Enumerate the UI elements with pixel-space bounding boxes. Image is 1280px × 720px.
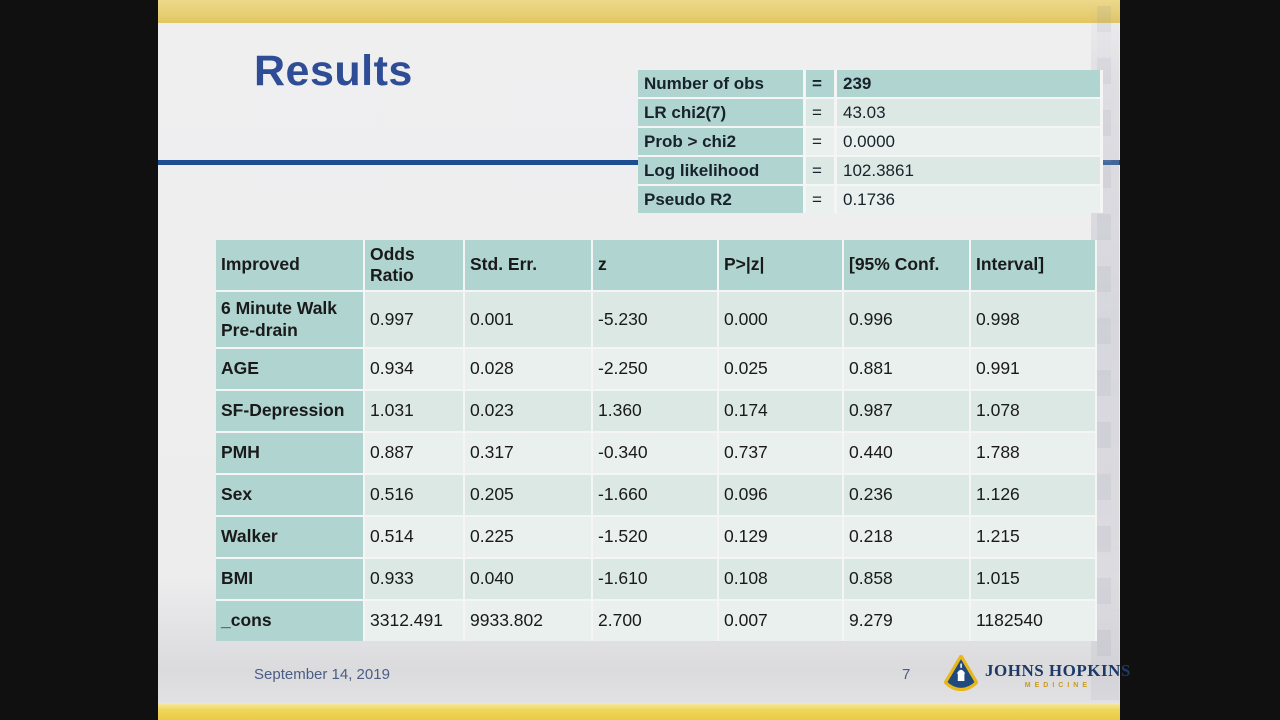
table-cell: -2.250	[593, 349, 717, 389]
table-cell: 0.025	[719, 349, 842, 389]
regression-results-table: Improved Odds Ratio Std. Err. z P>|z| [9…	[216, 240, 1097, 641]
table-cell: 0.205	[465, 475, 591, 515]
table-cell: 0.998	[971, 292, 1095, 347]
row-label: BMI	[216, 559, 363, 599]
table-cell: 0.108	[719, 559, 842, 599]
table-cell: 0.996	[844, 292, 969, 347]
model-stats-table: Number of obs = 239 LR chi2(7) = 43.03 P…	[638, 70, 1103, 213]
row-label: Sex	[216, 475, 363, 515]
table-cell: -0.340	[593, 433, 717, 473]
table-cell: 0.440	[844, 433, 969, 473]
table-cell: 2.700	[593, 601, 717, 641]
table-cell: 0.514	[365, 517, 463, 557]
stats-value: 239	[837, 70, 1100, 97]
table-header-cell: P>|z|	[719, 240, 842, 290]
table-cell: 1.078	[971, 391, 1095, 431]
page-title: Results	[254, 47, 413, 95]
stats-label: Pseudo R2	[638, 186, 803, 213]
row-label: AGE	[216, 349, 363, 389]
table-cell: 0.317	[465, 433, 591, 473]
table-cell: 0.174	[719, 391, 842, 431]
table-cell: 0.225	[465, 517, 591, 557]
row-label: SF-Depression	[216, 391, 363, 431]
stats-equals: =	[806, 99, 834, 126]
top-gold-bar	[158, 0, 1120, 23]
stats-equals: =	[806, 70, 834, 97]
table-cell: 9.279	[844, 601, 969, 641]
table-header-cell: [95% Conf.	[844, 240, 969, 290]
stats-value: 0.0000	[837, 128, 1100, 155]
slide-page-number: 7	[902, 666, 911, 683]
table-cell: 9933.802	[465, 601, 591, 641]
stats-label: Number of obs	[638, 70, 803, 97]
table-cell: 1182540	[971, 601, 1095, 641]
johns-hopkins-logo: JOHNS HOPKINS MEDICINE	[943, 652, 1131, 696]
table-header-cell: Odds Ratio	[365, 240, 463, 290]
stats-equals: =	[806, 157, 834, 184]
stats-equals: =	[806, 186, 834, 213]
stats-equals: =	[806, 128, 834, 155]
table-cell: 1.126	[971, 475, 1095, 515]
table-cell: 0.040	[465, 559, 591, 599]
row-label: PMH	[216, 433, 363, 473]
johns-hopkins-wordmark: JOHNS HOPKINS MEDICINE	[985, 662, 1131, 689]
stats-value: 102.3861	[837, 157, 1100, 184]
table-cell: 0.737	[719, 433, 842, 473]
stats-value: 43.03	[837, 99, 1100, 126]
table-header-cell: Interval]	[971, 240, 1095, 290]
table-cell: 0.987	[844, 391, 969, 431]
table-cell: 0.934	[365, 349, 463, 389]
table-cell: 0.028	[465, 349, 591, 389]
table-cell: 0.007	[719, 601, 842, 641]
table-cell: 0.881	[844, 349, 969, 389]
johns-hopkins-shield-icon	[943, 652, 979, 696]
table-header-cell: Std. Err.	[465, 240, 591, 290]
stats-label: Log likelihood	[638, 157, 803, 184]
table-cell: 0.023	[465, 391, 591, 431]
table-header-cell: Improved	[216, 240, 363, 290]
table-cell: 0.000	[719, 292, 842, 347]
stats-label: LR chi2(7)	[638, 99, 803, 126]
table-cell: 1.360	[593, 391, 717, 431]
table-cell: -5.230	[593, 292, 717, 347]
table-cell: 1.031	[365, 391, 463, 431]
table-cell: -1.520	[593, 517, 717, 557]
table-cell: 0.516	[365, 475, 463, 515]
table-header-cell: z	[593, 240, 717, 290]
stats-label: Prob > chi2	[638, 128, 803, 155]
table-cell: 0.933	[365, 559, 463, 599]
table-cell: 1.215	[971, 517, 1095, 557]
table-cell: 0.218	[844, 517, 969, 557]
stats-value: 0.1736	[837, 186, 1100, 213]
table-cell: -1.610	[593, 559, 717, 599]
bottom-gold-bar	[158, 703, 1120, 720]
table-cell: 1.015	[971, 559, 1095, 599]
table-cell: 0.991	[971, 349, 1095, 389]
table-cell: 0.236	[844, 475, 969, 515]
row-label: 6 Minute Walk Pre-drain	[216, 292, 363, 347]
presentation-slide: Results Number of obs = 239 LR chi2(7) =…	[158, 0, 1130, 720]
table-cell: 1.788	[971, 433, 1095, 473]
row-label: _cons	[216, 601, 363, 641]
table-cell: 0.129	[719, 517, 842, 557]
row-label: Walker	[216, 517, 363, 557]
table-cell: 0.858	[844, 559, 969, 599]
table-cell: 3312.491	[365, 601, 463, 641]
table-cell: -1.660	[593, 475, 717, 515]
logo-medicine-text: MEDICINE	[1024, 682, 1092, 689]
table-cell: 0.001	[465, 292, 591, 347]
table-cell: 0.887	[365, 433, 463, 473]
table-cell: 0.997	[365, 292, 463, 347]
logo-name-text: JOHNS HOPKINS	[985, 661, 1131, 680]
slide-date: September 14, 2019	[254, 666, 390, 683]
table-cell: 0.096	[719, 475, 842, 515]
